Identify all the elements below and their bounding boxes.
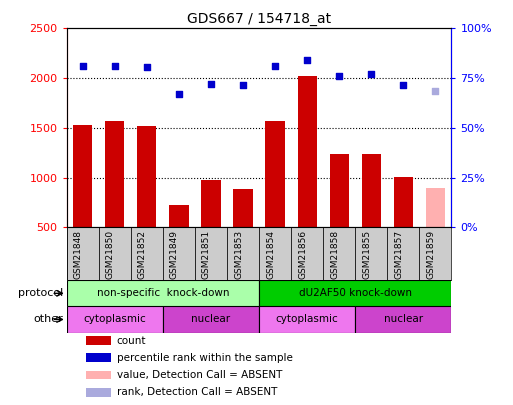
- Text: nuclear: nuclear: [191, 314, 230, 324]
- Point: [335, 73, 343, 79]
- Point: [399, 82, 407, 88]
- Bar: [227, 227, 259, 280]
- Text: GSM21859: GSM21859: [426, 230, 436, 279]
- Bar: [67, 227, 98, 280]
- Bar: [67, 307, 163, 333]
- Text: cytoplasmic: cytoplasmic: [276, 314, 339, 324]
- Bar: [98, 227, 131, 280]
- Text: GSM21852: GSM21852: [138, 230, 147, 279]
- Text: GSM21848: GSM21848: [74, 230, 83, 279]
- Bar: [355, 307, 451, 333]
- Bar: [298, 76, 317, 227]
- Title: GDS667 / 154718_at: GDS667 / 154718_at: [187, 12, 331, 26]
- Bar: [86, 371, 111, 379]
- Point: [367, 71, 376, 77]
- Bar: [426, 188, 445, 227]
- Bar: [329, 154, 349, 227]
- Text: nuclear: nuclear: [384, 314, 423, 324]
- Text: GSM21849: GSM21849: [170, 230, 179, 279]
- Point: [78, 63, 87, 69]
- Text: GSM21857: GSM21857: [394, 230, 403, 279]
- Text: other: other: [33, 314, 63, 324]
- Text: GSM21854: GSM21854: [266, 230, 275, 279]
- Bar: [323, 227, 355, 280]
- Bar: [362, 154, 381, 227]
- Bar: [163, 227, 195, 280]
- Bar: [86, 336, 111, 345]
- Text: GSM21855: GSM21855: [362, 230, 371, 279]
- Bar: [259, 227, 291, 280]
- Point: [239, 82, 247, 88]
- Bar: [259, 307, 355, 333]
- Text: percentile rank within the sample: percentile rank within the sample: [116, 353, 292, 363]
- Text: rank, Detection Call = ABSENT: rank, Detection Call = ABSENT: [116, 387, 277, 397]
- Bar: [163, 307, 259, 333]
- Text: GSM21856: GSM21856: [298, 230, 307, 279]
- Text: protocol: protocol: [17, 288, 63, 298]
- Text: non-specific  knock-down: non-specific knock-down: [96, 288, 229, 298]
- Point: [303, 57, 311, 64]
- Bar: [201, 180, 221, 227]
- Bar: [195, 227, 227, 280]
- Bar: [259, 280, 451, 307]
- Text: count: count: [116, 336, 146, 346]
- Bar: [233, 189, 252, 227]
- Point: [207, 81, 215, 87]
- Text: dU2AF50 knock-down: dU2AF50 knock-down: [299, 288, 412, 298]
- Bar: [169, 205, 189, 227]
- Bar: [265, 121, 285, 227]
- Bar: [291, 227, 323, 280]
- Point: [175, 91, 183, 97]
- Bar: [387, 227, 420, 280]
- Bar: [73, 125, 92, 227]
- Point: [143, 64, 151, 70]
- Bar: [86, 388, 111, 396]
- Point: [271, 63, 279, 69]
- Bar: [86, 354, 111, 362]
- Bar: [420, 227, 451, 280]
- Text: GSM21853: GSM21853: [234, 230, 243, 279]
- Bar: [67, 280, 259, 307]
- Text: cytoplasmic: cytoplasmic: [84, 314, 146, 324]
- Text: value, Detection Call = ABSENT: value, Detection Call = ABSENT: [116, 370, 282, 380]
- Point: [111, 63, 119, 69]
- Bar: [137, 126, 156, 227]
- Bar: [131, 227, 163, 280]
- Bar: [105, 121, 124, 227]
- Text: GSM21850: GSM21850: [106, 230, 115, 279]
- Point: [431, 88, 440, 94]
- Text: GSM21858: GSM21858: [330, 230, 339, 279]
- Bar: [393, 177, 413, 227]
- Text: GSM21851: GSM21851: [202, 230, 211, 279]
- Bar: [355, 227, 387, 280]
